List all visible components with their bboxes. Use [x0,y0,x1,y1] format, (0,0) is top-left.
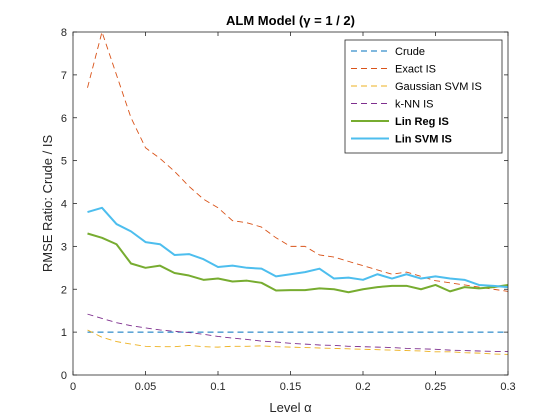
axes-layer: 0 0.05 0.1 0.15 0.2 0.25 0.3 0 1 2 3 4 5 6 7 8 [61,27,516,393]
y-tick-label: 7 [61,70,67,82]
series-line-lin-reg-is [87,232,509,294]
x-tick-label: 0.05 [135,381,156,393]
x-axis-label: Level α [269,400,312,415]
y-axis-label: RMSE Ratio: Crude / IS [40,135,55,273]
x-tick-label: 0.1 [210,381,225,393]
x-tick-label: 0.3 [500,381,515,393]
legend: Crude Exact IS Gaussian SVM IS k-NN IS Lin R… [344,39,503,154]
legend-label-exact-is: Exact IS [395,64,436,76]
x-tick-label: 0.2 [355,381,370,393]
y-tick-label: 8 [61,27,67,39]
x-tick-label: 0.25 [425,381,446,393]
chart-title: ALM Model (γ = 1 / 2) [226,13,355,28]
series-line-lin-svm-is [87,206,509,289]
y-tick-label: 6 [61,113,67,125]
x-tick-label: 0 [70,381,76,393]
series-line-gaussian-svm-is [87,329,509,355]
y-tick-label: 4 [61,199,67,211]
y-tick-label: 0 [61,370,67,382]
legend-label-lin-svm-is: Lin SVM IS [395,134,452,146]
x-tick-label: 0.15 [280,381,301,393]
y-tick-label: 5 [61,156,67,168]
legend-box [344,39,503,154]
series-line-k-nn-is [87,313,508,352]
legend-label-lin-reg-is: Lin Reg IS [395,116,449,128]
legend-label-gaussian-svm-is: Gaussian SVM IS [395,81,482,93]
y-tick-label: 2 [61,284,67,296]
legend-label-k-nn-is: k-NN IS [395,99,434,111]
series-line-exact-is [87,31,509,292]
series-layer [87,31,509,355]
y-tick-label: 1 [61,327,67,339]
y-tick-label: 3 [61,241,67,253]
legend-label-crude: Crude [395,46,425,58]
